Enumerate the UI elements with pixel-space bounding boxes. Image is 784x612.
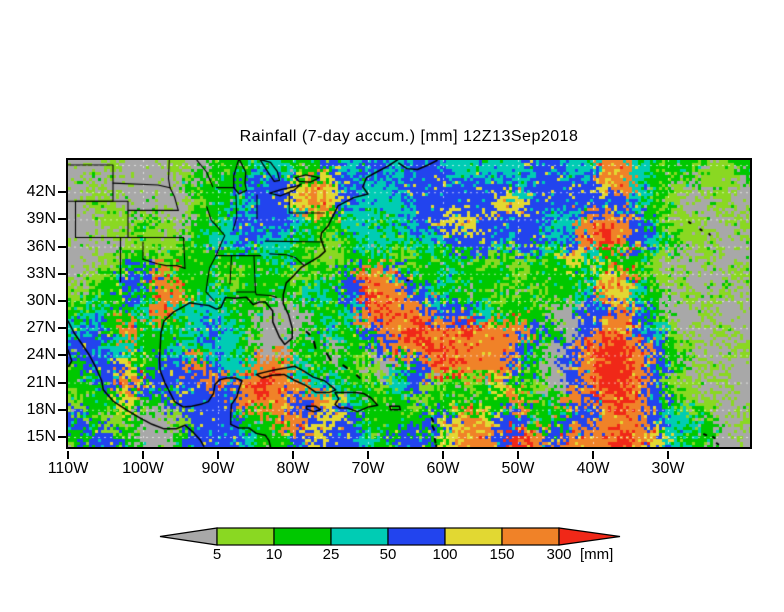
lat-tick-42N bbox=[58, 191, 67, 194]
lon-tick-50W bbox=[517, 451, 519, 459]
lat-label-21N: 21N bbox=[26, 373, 56, 391]
colorbar-tick-label-100: 100 bbox=[432, 546, 458, 563]
colorbar-cell-50-100 bbox=[387, 527, 446, 546]
colorbar-tick-label-25: 25 bbox=[322, 546, 340, 563]
lon-label-100W: 100W bbox=[122, 460, 164, 477]
lon-label-50W: 50W bbox=[501, 460, 535, 477]
lon-tick-70W bbox=[367, 451, 369, 459]
lat-tick-36N bbox=[58, 245, 67, 248]
lon-tick-90W bbox=[217, 451, 219, 459]
rainfall-heatmap-canvas bbox=[68, 160, 750, 447]
lat-tick-24N bbox=[58, 354, 67, 357]
lon-tick-110W bbox=[67, 451, 69, 459]
lat-label-39N: 39N bbox=[26, 210, 56, 228]
colorbar-cell-100-150 bbox=[444, 527, 503, 546]
lon-tick-40W bbox=[592, 451, 594, 459]
colorbar-arrow-above-max bbox=[558, 527, 621, 546]
lat-label-18N: 18N bbox=[26, 400, 56, 418]
colorbar-tick-label-150: 150 bbox=[489, 546, 515, 563]
lon-label-110W: 110W bbox=[47, 460, 89, 477]
lat-label-36N: 36N bbox=[26, 237, 56, 255]
colorbar-cell-150-300 bbox=[501, 527, 560, 546]
colorbar-tick-label-5: 5 bbox=[212, 546, 222, 563]
lon-label-30W: 30W bbox=[651, 460, 685, 477]
lat-tick-27N bbox=[58, 327, 67, 330]
lat-label-27N: 27N bbox=[26, 319, 56, 337]
lon-tick-60W bbox=[442, 451, 444, 459]
lon-tick-80W bbox=[292, 451, 294, 459]
lon-label-90W: 90W bbox=[201, 460, 235, 477]
colorbar-cell-10-25 bbox=[273, 527, 332, 546]
lat-tick-21N bbox=[58, 381, 67, 384]
colorbar-tick-label-300: 300 bbox=[546, 546, 572, 563]
lat-label-33N: 33N bbox=[26, 264, 56, 282]
lon-tick-30W bbox=[667, 451, 669, 459]
colorbar-tick-label-10: 10 bbox=[265, 546, 283, 563]
lat-tick-15N bbox=[58, 436, 67, 438]
lon-label-40W: 40W bbox=[576, 460, 610, 477]
lat-tick-30N bbox=[58, 299, 67, 302]
lat-label-30N: 30N bbox=[26, 291, 56, 309]
colorbar-cell-25-50 bbox=[330, 527, 389, 546]
colorbar-legend bbox=[159, 527, 621, 546]
lat-label-24N: 24N bbox=[26, 346, 56, 364]
lon-label-80W: 80W bbox=[276, 460, 310, 477]
chart-title: Rainfall (7-day accum.) [mm] 12Z13Sep201… bbox=[239, 128, 579, 145]
colorbar-units-label: [mm] bbox=[580, 546, 614, 563]
lon-tick-100W bbox=[142, 451, 144, 459]
lon-label-60W: 60W bbox=[426, 460, 460, 477]
lat-tick-39N bbox=[58, 218, 67, 221]
map-plot-area bbox=[66, 158, 752, 449]
lon-label-70W: 70W bbox=[351, 460, 385, 477]
lat-label-15N: 15N bbox=[26, 428, 56, 445]
lat-tick-33N bbox=[58, 272, 67, 275]
lat-tick-18N bbox=[58, 408, 67, 411]
colorbar-tick-label-50: 50 bbox=[379, 546, 397, 563]
lat-label-42N: 42N bbox=[26, 183, 56, 201]
colorbar-cell-5-10 bbox=[216, 527, 275, 546]
colorbar-arrow-below-min bbox=[159, 527, 218, 546]
